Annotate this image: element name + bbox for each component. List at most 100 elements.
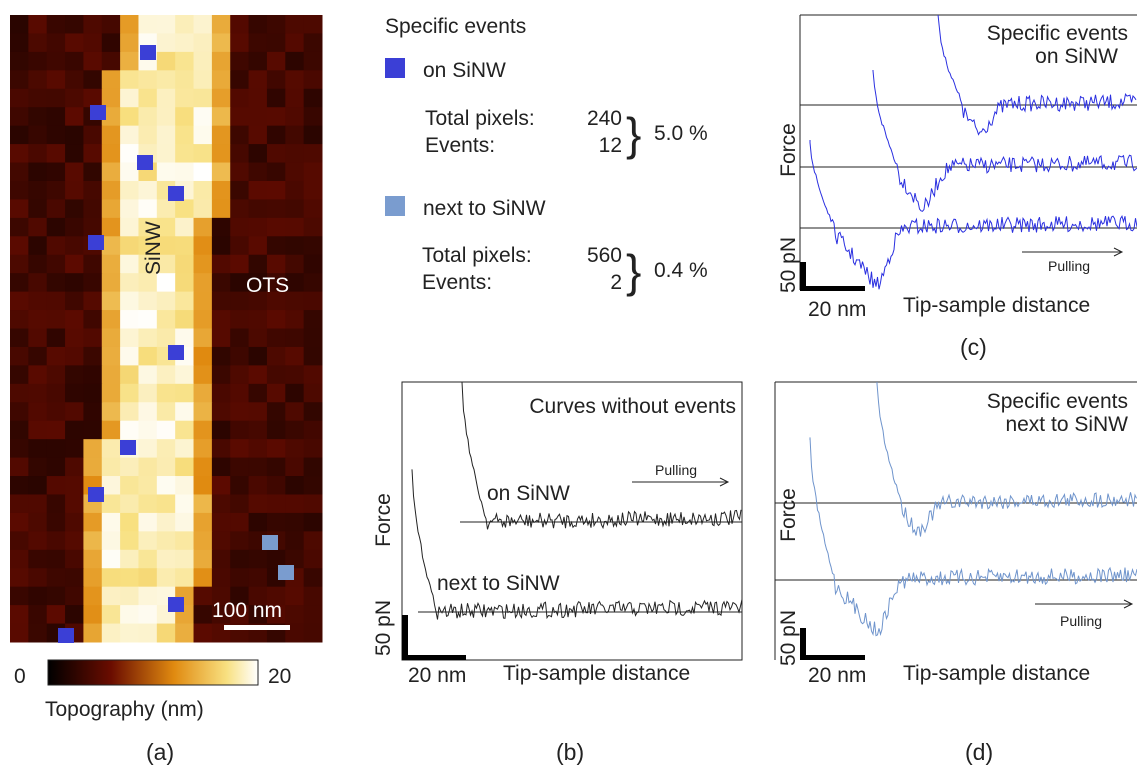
- map-pixel: [285, 51, 305, 71]
- map-pixel: [266, 457, 286, 477]
- map-pixel: [46, 310, 66, 329]
- x-scale: 20 nm: [808, 664, 866, 687]
- map-pixel: [230, 144, 250, 164]
- map-pixel: [10, 15, 29, 34]
- map-pixel: [230, 439, 250, 459]
- map-pixel: [138, 605, 158, 625]
- scale-bar: [800, 628, 806, 660]
- map-pixel: [248, 402, 268, 422]
- map-pixel: [230, 512, 250, 532]
- map-pixel: [193, 420, 213, 440]
- map-pixel: [175, 623, 195, 643]
- map-pixel: [193, 199, 213, 219]
- map-pixel: [138, 254, 158, 274]
- map-pixel: [28, 51, 48, 71]
- force-curve: [461, 382, 742, 530]
- y-label: Force: [777, 123, 800, 177]
- map-pixel: [211, 273, 231, 293]
- map-pixel: [138, 549, 158, 569]
- events: 12: [599, 134, 622, 157]
- map-pixel: [303, 568, 323, 588]
- map-pixel: [138, 476, 158, 495]
- map-pixel: [28, 346, 48, 366]
- map-pixel: [211, 162, 231, 182]
- map-pixel: [28, 549, 48, 569]
- map-pixel: [65, 605, 84, 625]
- map-pixel: [266, 439, 286, 459]
- map-pixel: [211, 291, 231, 311]
- map-pixel: [65, 107, 84, 127]
- map-pixel: [10, 346, 29, 366]
- map-pixel: [266, 88, 286, 108]
- map-pixel: [285, 494, 305, 514]
- map-pixel: [248, 476, 268, 495]
- map-pixel: [10, 420, 29, 440]
- arrow-head: [1123, 599, 1134, 609]
- map-pixel: [248, 605, 268, 625]
- map-pixel: [193, 15, 213, 34]
- pulling: Pulling: [1060, 613, 1102, 629]
- map-pixel: [175, 273, 195, 293]
- map-pixel: [175, 88, 195, 108]
- map-pixel: [46, 162, 66, 182]
- map-pixel: [138, 568, 158, 588]
- map-pixel: [10, 51, 29, 71]
- map-pixel: [46, 88, 66, 108]
- map-pixel: [46, 180, 66, 200]
- colorbar-min: 0: [14, 665, 26, 688]
- map-pixel: [285, 291, 305, 311]
- map-pixel: [156, 623, 176, 643]
- map-pixel: [28, 531, 48, 551]
- map-pixel: [285, 70, 305, 90]
- map-pixel: [248, 107, 268, 127]
- event-pixel: [88, 235, 104, 250]
- map-pixel: [156, 476, 176, 495]
- map-pixel: [175, 549, 195, 569]
- map-pixel: [230, 549, 250, 569]
- map-pixel: [193, 476, 213, 495]
- map-pixel: [248, 180, 268, 200]
- map-pixel: [101, 346, 121, 366]
- caption: (a): [146, 739, 174, 765]
- map-pixel: [230, 273, 250, 293]
- map-pixel: [266, 70, 286, 90]
- map-pixel: [65, 402, 84, 422]
- map-pixel: [230, 494, 250, 514]
- map-pixel: [83, 125, 103, 145]
- map-pixel: [65, 531, 84, 551]
- map-pixel: [266, 365, 286, 385]
- map-pixel: [101, 494, 121, 514]
- map-pixel: [156, 457, 176, 477]
- caption: (d): [965, 739, 993, 765]
- map-pixel: [230, 254, 250, 274]
- map-pixel: [10, 162, 29, 182]
- map-pixel: [285, 402, 305, 422]
- substrate-label: OTS: [246, 274, 289, 297]
- x-label: Tip-sample distance: [903, 294, 1090, 317]
- map-pixel: [10, 549, 29, 569]
- map-pixel: [193, 402, 213, 422]
- map-pixel: [28, 162, 48, 182]
- map-pixel: [120, 494, 139, 514]
- map-pixel: [156, 254, 176, 274]
- scale-bar: [800, 286, 865, 291]
- map-pixel: [303, 383, 323, 403]
- map-pixel: [266, 310, 286, 329]
- map-pixel: [138, 586, 158, 606]
- map-pixel: [211, 586, 231, 606]
- caption: (c): [960, 334, 987, 360]
- force-curve: [872, 70, 1137, 212]
- map-pixel: [138, 365, 158, 385]
- map-pixel: [193, 236, 213, 256]
- map-pixel: [211, 568, 231, 588]
- map-pixel: [83, 328, 103, 348]
- scale-bar: [402, 655, 466, 660]
- map-pixel: [248, 291, 268, 311]
- map-pixel: [46, 33, 66, 53]
- map-pixel: [303, 236, 323, 256]
- curves: [402, 15, 1137, 660]
- map-pixel: [65, 494, 84, 514]
- map-pixel: [83, 15, 103, 34]
- map-pixel: [46, 531, 66, 551]
- map-pixel: [266, 512, 286, 532]
